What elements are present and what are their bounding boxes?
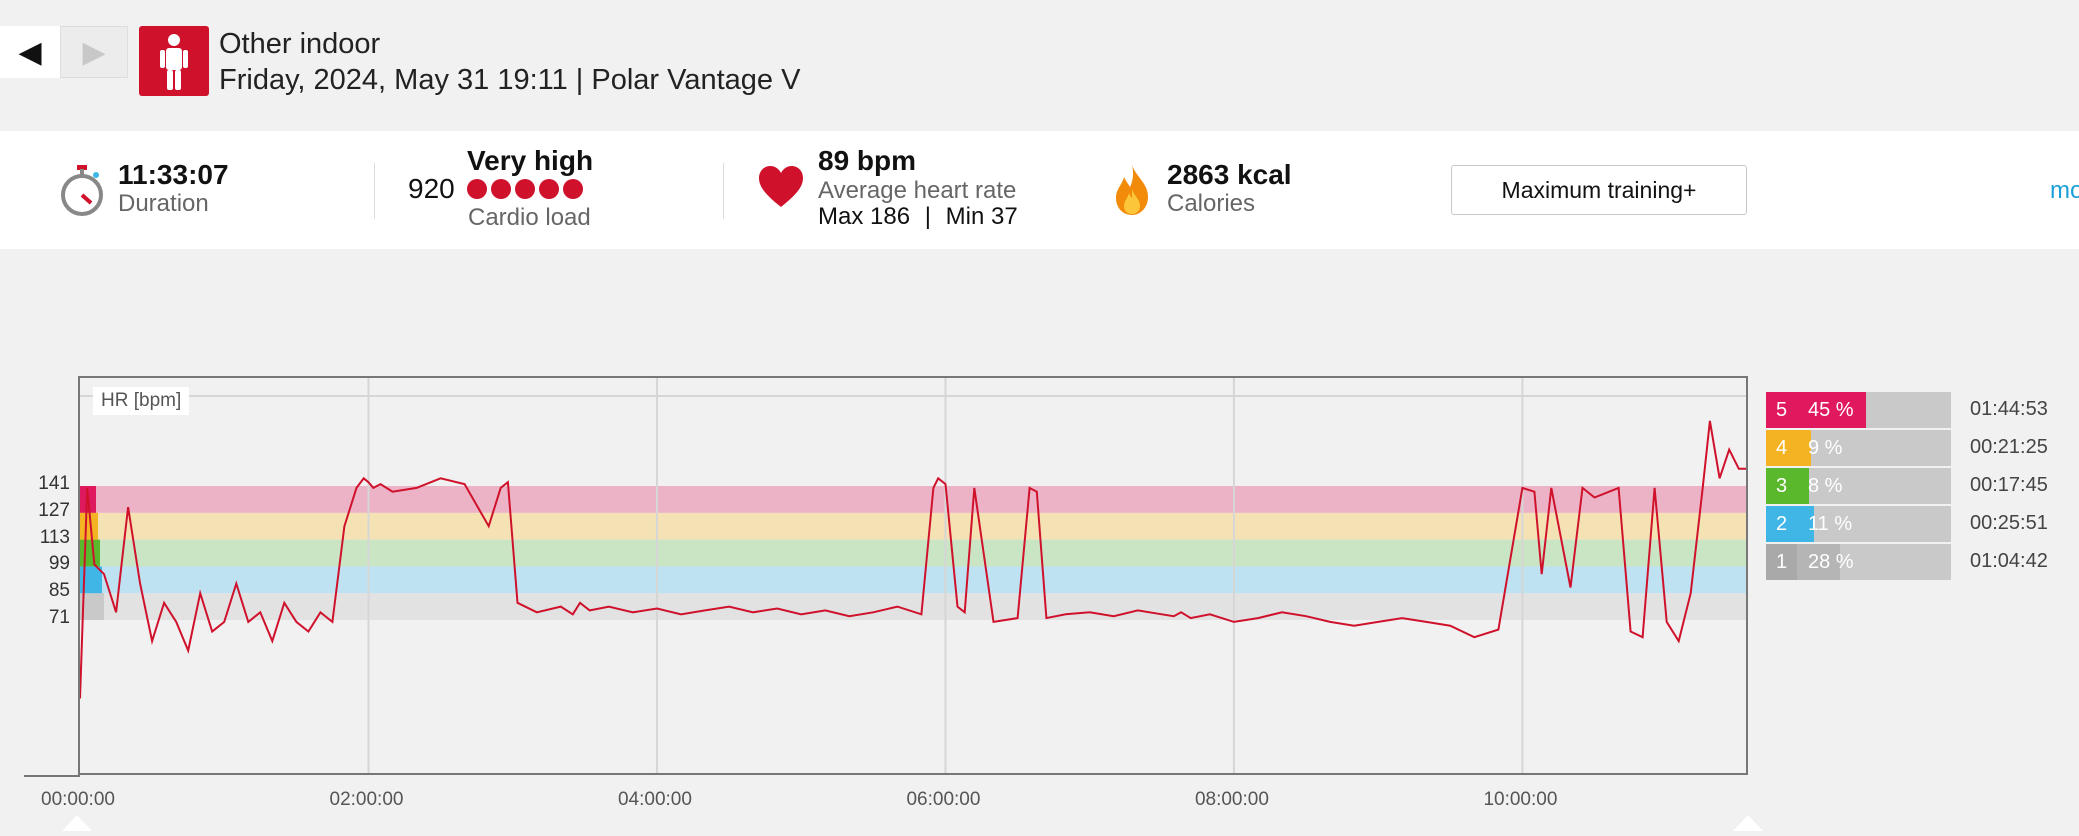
zone-time: 00:25:51 [1970,512,2048,534]
divider [723,163,724,219]
zone-percent: 8 % [1808,475,1843,497]
zone-row-2[interactable]: 2 11 % [1766,506,1951,542]
avg-hr-value: 89 bpm [818,145,917,176]
duration-label: Duration [118,190,209,217]
x-tick-label: 08:00:00 [1194,789,1269,810]
zone-number: 3 [1766,468,1797,504]
cardio-load-dots [467,179,587,204]
axis-line [24,775,80,777]
zone-percent: 11 % [1808,513,1853,535]
separator: | [924,203,931,230]
zone-number: 4 [1766,430,1797,466]
y-tick-label: 127 [38,499,70,521]
zone-marker [80,566,102,594]
page-title: Other indoor [219,28,381,60]
hr-zone-band [80,512,1746,540]
stopwatch-icon [58,163,106,224]
hr-series-line [80,420,1746,699]
max-hr: Max 186 [818,203,911,230]
hr-zone-band [80,539,1746,567]
zone-marker [80,512,98,540]
zone-fill-bar [1797,430,1811,466]
y-tick-label: 71 [48,607,70,628]
calories-label: Calories [1167,190,1256,217]
duration-value: 11:33:07 [118,159,229,190]
zone-row-1[interactable]: 1 28 % [1766,544,1951,580]
x-tick-label: 02:00:00 [329,789,404,810]
y-axis-label: HR [bpm] [93,387,190,415]
avg-hr-label: Average heart rate [818,177,1017,204]
cardio-load-value: 920 [408,173,455,204]
hr-chart [78,376,1748,775]
min-hr: Min 37 [945,203,1018,230]
dot-icon [563,179,583,199]
heart-icon [758,165,804,214]
range-handle-right[interactable] [1733,815,1763,831]
zone-fill-bar [1797,392,1866,428]
x-tick-label: 10:00:00 [1483,789,1558,810]
more-link[interactable]: mo [2050,177,2079,204]
zone-time: 01:44:53 [1970,398,2048,420]
zone-time: 00:21:25 [1970,436,2048,458]
dot-icon [491,179,511,199]
dot-icon [467,179,487,199]
x-tick-label: 04:00:00 [617,789,692,810]
y-tick-label: 141 [38,473,70,494]
zone-fill-bar [1797,468,1809,504]
divider [374,163,375,219]
hr-max-min: Max 186 | Min 37 [818,203,1018,231]
cardio-load-label: Cardio load [468,204,591,231]
zone-percent: 45 % [1808,399,1854,421]
summary-panel: 11:33:07 Duration 920 Very high Cardio l… [0,131,2079,249]
training-benefit-button[interactable]: Maximum training+ [1451,165,1747,215]
y-tick-label: 99 [48,553,70,575]
prev-arrow-icon: ◀ [18,35,42,69]
range-handle-left[interactable] [62,815,92,831]
zone-number: 2 [1766,506,1797,542]
zone-fill-bar [1797,544,1840,580]
dot-icon [515,179,535,199]
y-tick-label: 113 [39,526,70,548]
y-tick-label: 85 [48,580,70,602]
flame-icon [1112,163,1152,222]
previous-button[interactable]: ◀ [0,26,60,78]
zone-percent: 28 % [1808,551,1854,573]
hr-zone-band [80,593,1746,620]
zone-percent: 9 % [1808,437,1843,459]
dot-icon [539,179,559,199]
next-arrow-icon: ▶ [82,35,106,69]
next-button[interactable]: ▶ [60,26,128,78]
zone-number: 1 [1766,544,1797,580]
zone-number: 5 [1766,392,1797,428]
calories-value: 2863 kcal [1167,159,1292,190]
zone-marker [80,539,100,567]
session-subtitle: Friday, 2024, May 31 19:11 | Polar Vanta… [219,64,801,96]
zone-fill-bar [1797,506,1814,542]
hr-zone-band [80,566,1746,594]
zone-time: 00:17:45 [1970,474,2048,496]
x-tick-label: 00:00:00 [41,789,115,810]
zone-row-5[interactable]: 5 45 % [1766,392,1951,428]
hr-chart-svg [80,378,1746,773]
x-tick-label: 06:00:00 [906,789,981,810]
zone-row-3[interactable]: 3 8 % [1766,468,1951,504]
zone-time: 01:04:42 [1970,550,2048,572]
hr-zone-band [80,486,1746,513]
person-icon [139,26,209,96]
cardio-load-level: Very high [467,145,594,176]
zone-row-4[interactable]: 4 9 % [1766,430,1951,466]
